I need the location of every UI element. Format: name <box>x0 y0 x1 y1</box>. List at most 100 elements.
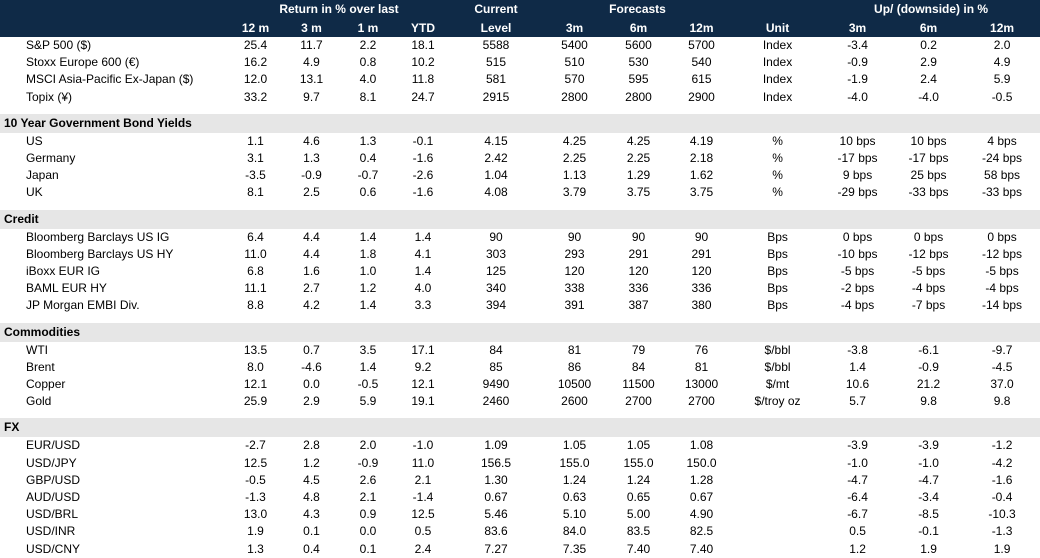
table-row: JP Morgan EMBI Div. 8.8 4.2 1.4 3.3 394 391 387… <box>0 297 1040 314</box>
table-row: EUR/USD -2.7 2.8 2.0 -1.0 1.09 1.05 1.05 1.08 -3.… <box>0 437 1040 454</box>
cell-r12: 8.1 <box>247 185 264 200</box>
cell-cur: 5588 <box>482 38 510 52</box>
cell-u12: 1.9 <box>993 541 1011 556</box>
cell-r12: 3.1 <box>247 151 264 166</box>
header-col-ytd: YTD <box>396 19 450 37</box>
cell-u3: -4.0 <box>847 89 868 104</box>
cell-f6: 11500 <box>622 377 655 392</box>
row-label: Brent <box>26 359 55 374</box>
section-header: 10 Year Government Bond Yields <box>0 113 1040 133</box>
cell-f6: 155.0 <box>623 455 654 470</box>
cell-cur: 85 <box>489 359 503 374</box>
cell-unit: Index <box>762 72 793 87</box>
cell-f6: 2.25 <box>626 151 651 166</box>
cell-u12: 4 bps <box>987 133 1017 148</box>
cell-f3: 391 <box>564 298 585 313</box>
table-row: MSCI Asia-Pacific Ex-Japan ($) 12.0 13.1 4.… <box>0 71 1040 88</box>
cell-ytd: 4.0 <box>414 281 432 296</box>
cell-u6: -4 bps <box>911 281 946 296</box>
cell-u12: -5 bps <box>985 264 1019 279</box>
cell-unit: Bps <box>767 298 788 313</box>
cell-f3: 155.0 <box>559 455 590 470</box>
cell-unit: % <box>772 168 783 183</box>
cell-ytd: 2.1 <box>414 472 432 487</box>
section-title: Credit <box>0 209 1040 229</box>
row-label: Topix (¥) <box>26 89 73 104</box>
row-label: US <box>26 133 43 148</box>
table-body: S&P 500 ($) 25.4 11.7 2.2 18.1 5588 5400 5600 57… <box>0 37 1040 558</box>
cell-r3: 2.9 <box>303 394 320 409</box>
cell-r12: 11.0 <box>244 246 267 261</box>
table-row: Bloomberg Barclays US IG 6.4 4.4 1.4 1.4 90 90… <box>0 229 1040 246</box>
cell-r12: 33.2 <box>243 89 268 104</box>
cell-u12: -4.5 <box>991 359 1013 374</box>
spacer-cell <box>0 106 1040 114</box>
cell-f12: 4.90 <box>689 507 714 522</box>
cell-r12: -1.3 <box>245 490 266 505</box>
cell-f12: 2700 <box>688 394 715 409</box>
cell-f3: 510 <box>564 55 585 70</box>
section-header: FX <box>0 418 1040 438</box>
cell-f12: 81 <box>694 359 709 374</box>
header-col-unit: Unit <box>733 19 823 37</box>
table-row: Japan -3.5 -0.9 -0.7 -2.6 1.04 1.13 1.29 1.62% 9 … <box>0 167 1040 184</box>
cell-u12: -1.2 <box>991 438 1013 453</box>
table-row: USD/BRL 13.0 4.3 0.9 12.5 5.46 5.10 5.00 4.90 -6.… <box>0 506 1040 523</box>
cell-unit: Index <box>762 55 793 70</box>
row-label: iBoxx EUR IG <box>26 264 101 279</box>
cell-u12: -1.3 <box>991 524 1013 539</box>
cell-r1: 1.0 <box>359 264 377 279</box>
cell-cur: 90 <box>489 229 503 244</box>
row-label: MSCI Asia-Pacific Ex-Japan ($) <box>26 72 194 87</box>
cell-unit <box>733 506 822 523</box>
header-col-1m: 1 m <box>340 19 396 37</box>
cell-f3: 10500 <box>557 377 592 392</box>
cell-unit: $/troy oz <box>754 394 801 409</box>
cell-u12: -0.5 <box>991 89 1013 104</box>
cell-ytd: 19.1 <box>411 394 435 409</box>
cell-r12: 1.3 <box>247 541 264 556</box>
cell-cur: 515 <box>485 55 507 70</box>
header-col-ud-12m: 12m <box>964 19 1040 37</box>
cell-unit: $/bbl <box>764 359 791 374</box>
cell-u6: -7 bps <box>911 298 946 313</box>
cell-cur: 2915 <box>482 89 510 104</box>
table-row: Gold 25.9 2.9 5.9 19.1 2460 2600 2700 2700 $/troy… <box>0 393 1040 410</box>
cell-r12: 8.8 <box>247 298 264 313</box>
cell-u12: 5.9 <box>993 72 1011 87</box>
cell-f12: 150.0 <box>686 455 717 470</box>
cell-u12: 37.0 <box>990 377 1014 392</box>
cell-r12: 13.5 <box>243 342 268 357</box>
row-label: S&P 500 ($) <box>26 38 92 52</box>
cell-unit: Index <box>762 38 793 52</box>
cell-r1: 2.1 <box>359 490 377 505</box>
cell-u6: 10 bps <box>910 133 947 148</box>
cell-ytd: 1.4 <box>414 229 432 244</box>
cell-f12: 4.19 <box>689 133 714 148</box>
header-blank-unit <box>733 0 823 19</box>
cell-r3: 0.1 <box>303 524 320 539</box>
cell-u6: -8.5 <box>918 507 939 522</box>
cell-u6: -5 bps <box>911 264 946 279</box>
cell-u3: 1.4 <box>849 359 866 374</box>
table-row: Copper 12.1 0.0 -0.5 12.1 9490 10500 11500 13000… <box>0 376 1040 393</box>
header-return-group: Return in % over last <box>228 0 450 19</box>
cell-cur: 340 <box>485 281 507 296</box>
cell-u3: 10.6 <box>845 377 870 392</box>
cell-u3: 0 bps <box>842 229 873 244</box>
cell-u6: -0.9 <box>918 359 939 374</box>
cell-f6: 1.05 <box>626 438 651 453</box>
section-spacer <box>0 315 1040 323</box>
cell-unit: Bps <box>767 281 788 296</box>
cell-u3: -3.9 <box>847 438 868 453</box>
cell-r3: 4.9 <box>303 55 320 70</box>
cell-r12: -2.7 <box>245 438 266 453</box>
cell-u12: -0.4 <box>991 490 1013 505</box>
cell-u12: -10.3 <box>988 507 1016 522</box>
cell-f6: 291 <box>628 246 649 261</box>
cell-f12: 1.08 <box>689 438 714 453</box>
row-label: AUD/USD <box>26 490 81 505</box>
row-label: GBP/USD <box>26 472 81 487</box>
row-label: Stoxx Europe 600 (€) <box>26 55 140 70</box>
cell-cur: 125 <box>485 264 507 279</box>
